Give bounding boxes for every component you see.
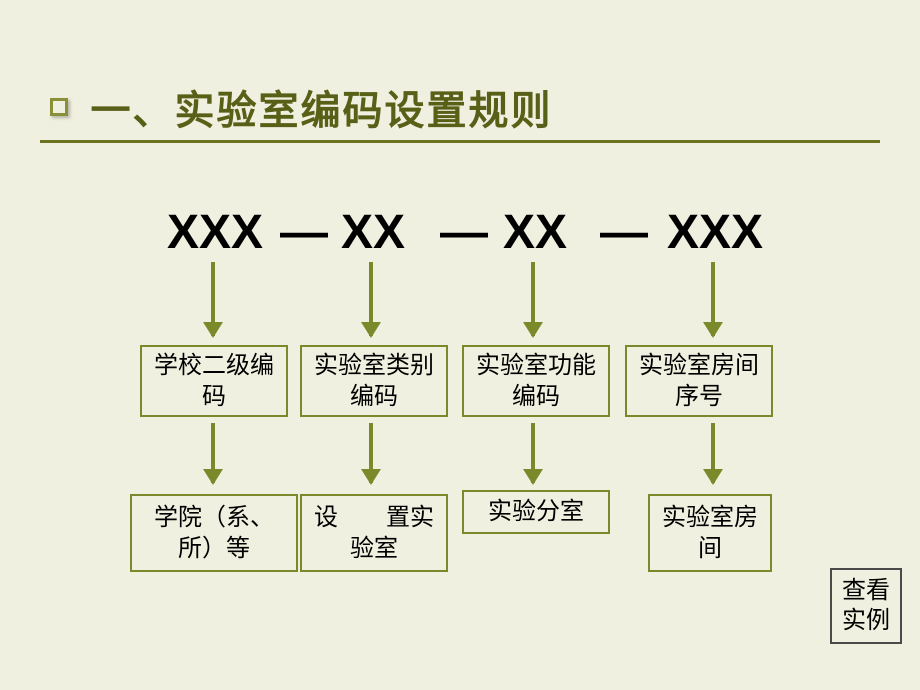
- view-example-line1: 查看: [842, 576, 890, 606]
- arrow-down-icon: [211, 423, 215, 483]
- code-seg-4: XXX: [655, 205, 775, 260]
- arrow-down-icon: [711, 262, 715, 336]
- code-seg-1: XXX: [155, 205, 275, 260]
- box-level1-col1: 学校二级编码: [140, 345, 288, 417]
- box-level1-col3: 实验室功能编码: [462, 345, 610, 417]
- box-level1-col4: 实验室房间序号: [625, 345, 773, 417]
- code-sep-1: —: [278, 205, 330, 260]
- view-example-line2: 实例: [842, 606, 890, 636]
- code-seg-2: XX: [333, 205, 413, 260]
- box-level2-col3: 实验分室: [462, 490, 610, 534]
- code-sep-3: —: [598, 205, 650, 260]
- code-sep-2: —: [438, 205, 490, 260]
- code-seg-3: XX: [495, 205, 575, 260]
- title-divider: [40, 140, 880, 143]
- slide-title: 一、实验室编码设置规则: [90, 78, 552, 136]
- arrow-down-icon: [531, 262, 535, 336]
- arrow-down-icon: [369, 423, 373, 483]
- view-example-button[interactable]: 查看 实例: [830, 568, 902, 644]
- title-bullet-icon: [50, 98, 68, 116]
- arrow-down-icon: [211, 262, 215, 336]
- arrow-down-icon: [711, 423, 715, 483]
- box-level2-col1: 学院（系、所）等: [130, 494, 298, 572]
- arrow-down-icon: [531, 423, 535, 483]
- box-level1-col2: 实验室类别编码: [300, 345, 448, 417]
- box-level2-col4: 实验室房间: [648, 494, 772, 572]
- arrow-down-icon: [369, 262, 373, 336]
- box-level2-col2: 设 置实验室: [300, 494, 448, 572]
- slide-title-row: 一、实验室编码设置规则: [50, 78, 870, 136]
